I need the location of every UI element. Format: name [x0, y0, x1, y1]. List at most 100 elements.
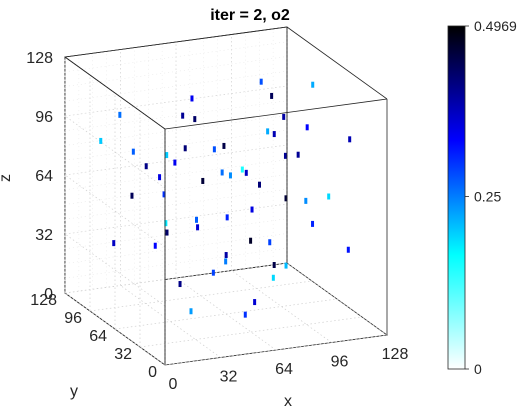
- data-point: [225, 214, 229, 221]
- data-point: [224, 258, 228, 265]
- data-point: [244, 169, 248, 176]
- data-point: [189, 308, 193, 315]
- y-tick-label: 0: [148, 364, 157, 381]
- colorbar-tick-label: 0: [474, 361, 482, 377]
- axes-back-panes: [63, 26, 389, 366]
- data-point: [131, 148, 135, 155]
- data-point: [259, 78, 263, 85]
- box-edge: [164, 98, 388, 130]
- colorbar-tick-label: 0.4969: [474, 18, 517, 34]
- data-point: [228, 172, 232, 179]
- data-point: [284, 195, 288, 202]
- grid-floor-x: [231, 270, 332, 343]
- x-tick-label: 32: [220, 369, 238, 386]
- data-point: [183, 145, 187, 152]
- z-tick-label: 32: [35, 227, 53, 244]
- data-point: [181, 112, 185, 119]
- box-edge: [64, 56, 166, 130]
- data-points: [99, 78, 352, 318]
- colorbar-tick-label: 0.25: [474, 188, 501, 204]
- data-point: [311, 81, 315, 88]
- data-point: [271, 274, 275, 281]
- grid-wall-z: [64, 292, 166, 366]
- data-point: [348, 136, 352, 143]
- data-point: [130, 192, 134, 199]
- grid-wall-z: [64, 115, 166, 189]
- x-axis-label: x: [284, 393, 292, 407]
- grid-floor-x: [120, 285, 221, 358]
- data-point: [346, 246, 350, 253]
- data-point: [201, 177, 205, 184]
- fine-grid: [64, 115, 288, 146]
- grid-floor-y: [89, 280, 313, 312]
- y-tick-label: 128: [30, 292, 57, 309]
- y-axis-label: y: [70, 383, 78, 400]
- box-edge: [286, 26, 388, 100]
- fine-grid: [64, 85, 288, 117]
- grid-wall-z: [64, 174, 166, 248]
- y-tick-label: 96: [64, 310, 82, 327]
- data-point: [296, 151, 300, 158]
- x-tick-label: 96: [331, 354, 349, 371]
- z-tick-label: 0: [44, 286, 53, 303]
- data-point: [173, 159, 177, 166]
- fine-grid: [64, 71, 288, 102]
- data-point: [283, 152, 287, 159]
- data-point: [118, 111, 122, 118]
- data-point: [222, 142, 226, 149]
- x-tick-label: 64: [275, 361, 293, 378]
- data-point: [284, 262, 288, 269]
- fine-grid: [64, 41, 288, 72]
- fine-grid: [64, 233, 288, 264]
- data-point: [258, 181, 261, 188]
- data-point: [162, 191, 166, 198]
- data-point: [220, 169, 224, 176]
- data-point: [266, 128, 270, 135]
- data-point: [250, 206, 254, 213]
- fine-grid: [64, 100, 288, 131]
- data-point: [165, 229, 169, 236]
- data-point: [193, 116, 197, 123]
- data-point: [195, 216, 198, 223]
- data-point: [99, 137, 103, 144]
- grid-floor-x: [175, 277, 277, 351]
- fine-grid: [64, 189, 288, 220]
- fine-grid: [64, 56, 288, 87]
- data-point: [249, 237, 253, 244]
- y-tick-label: 32: [114, 346, 132, 363]
- data-point: [190, 95, 194, 102]
- data-point: [305, 124, 309, 131]
- grid-floor-y: [139, 316, 363, 348]
- data-point: [196, 224, 200, 231]
- x-tick-label: 128: [382, 346, 409, 363]
- data-point: [212, 146, 216, 153]
- data-point: [178, 281, 182, 288]
- fine-grid: [64, 248, 288, 279]
- data-point: [153, 242, 157, 249]
- fine-grid: [64, 203, 288, 235]
- grid-floor-y: [164, 334, 388, 366]
- data-point: [327, 193, 331, 200]
- colorbar-ticks: 0 0.25 0.4969: [465, 18, 517, 377]
- axes-front-box: [64, 26, 388, 365]
- data-point: [243, 311, 247, 318]
- data-point: [272, 262, 276, 268]
- chart-title: iter = 2, o2: [210, 7, 290, 24]
- data-point: [144, 163, 148, 170]
- fine-grid: [64, 130, 288, 161]
- data-point: [224, 252, 228, 259]
- z-tick-label: 128: [26, 50, 53, 67]
- data-point: [270, 92, 274, 99]
- data-point: [304, 197, 308, 204]
- data-point: [112, 240, 116, 247]
- x-tick-label: 0: [169, 376, 178, 393]
- colorbar: [447, 25, 466, 370]
- fine-grid: [64, 159, 288, 190]
- data-point: [311, 220, 315, 227]
- grid-floor-x: [286, 262, 388, 336]
- grid-floor-y: [114, 298, 338, 330]
- data-point: [282, 113, 286, 120]
- data-point: [211, 269, 215, 276]
- grid-wall-z: [64, 233, 166, 307]
